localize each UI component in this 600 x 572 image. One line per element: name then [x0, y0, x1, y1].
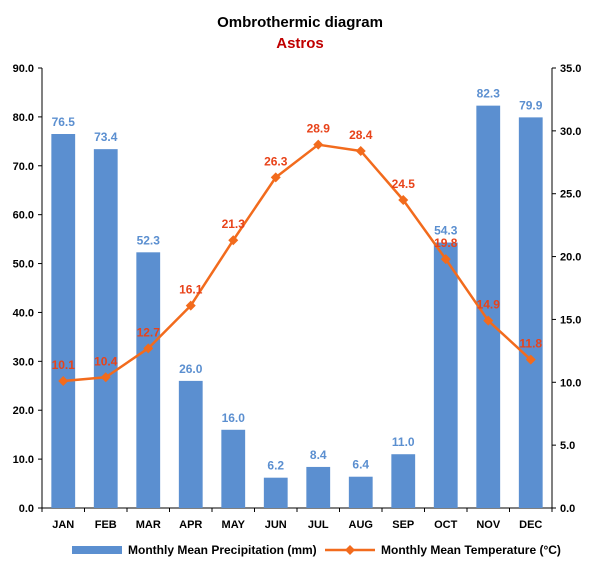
- precipitation-data-label: 82.3: [477, 87, 501, 101]
- precipitation-data-label: 54.3: [434, 224, 458, 238]
- temperature-point: [355, 145, 366, 156]
- precipitation-bar: [433, 242, 458, 509]
- left-tick-label: 10.0: [13, 454, 34, 466]
- legend-precipitation-swatch: [72, 546, 122, 554]
- precipitation-bar: [178, 380, 203, 508]
- precipitation-bar: [221, 429, 246, 508]
- precipitation-data-label: 11.0: [392, 435, 415, 449]
- precipitation-bars: [51, 105, 543, 509]
- temperature-data-label: 10.1: [52, 358, 76, 372]
- temperature-point: [100, 372, 111, 383]
- x-tick-label: JAN: [52, 519, 74, 531]
- temperature-point: [228, 235, 239, 246]
- x-tick-label: NOV: [476, 519, 501, 531]
- precipitation-bar: [306, 466, 331, 508]
- temperature-point: [58, 376, 69, 387]
- precipitation-data-label: 8.4: [310, 448, 327, 462]
- precipitation-data-label: 26.0: [179, 362, 203, 376]
- left-tick-label: 70.0: [13, 161, 34, 173]
- temperature-point: [525, 354, 536, 365]
- legend-temperature-label: Monthly Mean Temperature (°C): [381, 543, 561, 557]
- left-tick-label: 90.0: [13, 63, 34, 75]
- right-tick-label: 30.0: [560, 126, 581, 138]
- left-tick-label: 50.0: [13, 259, 34, 271]
- precipitation-data-label: 73.4: [94, 130, 118, 144]
- precipitation-bar: [476, 105, 501, 509]
- precipitation-bar: [93, 149, 118, 508]
- left-tick-label: 30.0: [13, 356, 34, 368]
- temperature-point: [313, 139, 324, 150]
- x-tick-label: JUL: [308, 519, 329, 531]
- temperature-series-line: [63, 143, 532, 383]
- left-tick-label: 0.0: [19, 503, 34, 515]
- right-tick-label: 5.0: [560, 440, 575, 452]
- x-tick-label: DEC: [519, 519, 542, 531]
- left-tick-label: 60.0: [13, 210, 34, 222]
- temperature-data-label: 11.8: [519, 337, 542, 351]
- temperature-data-label: 10.4: [94, 354, 118, 368]
- chart-title: Ombrothermic diagram: [217, 14, 383, 31]
- temperature-line: [58, 139, 536, 387]
- precipitation-data-label: 79.9: [519, 98, 543, 112]
- x-tick-label: FEB: [95, 519, 117, 531]
- precipitation-data-label: 6.2: [267, 459, 284, 473]
- precipitation-bar: [348, 476, 373, 508]
- temperature-data-label: 28.9: [307, 122, 331, 136]
- data-labels: 76.5 73.4 52.3 26.0 16.0 6.2 8.4 6.4 11.0 54.3 82.…: [52, 87, 543, 473]
- right-tick-label: 20.0: [560, 252, 581, 264]
- precipitation-bar: [263, 477, 288, 508]
- x-tick-label: APR: [179, 519, 202, 531]
- temperature-point: [398, 195, 409, 205]
- precipitation-bar: [518, 117, 543, 508]
- temperature-data-label: 19.8: [434, 236, 458, 250]
- left-tick-label: 20.0: [13, 405, 34, 417]
- temperature-point: [440, 254, 451, 265]
- temperature-data-label: 12.7: [137, 325, 161, 339]
- x-tick-label: SEP: [392, 519, 414, 531]
- right-tick-label: 35.0: [560, 63, 581, 75]
- x-tick-label: MAY: [222, 519, 246, 531]
- right-tick-label: 0.0: [560, 503, 575, 515]
- precipitation-data-label: 16.0: [222, 411, 246, 425]
- temperature-data-label: 16.1: [179, 283, 203, 297]
- left-tick-label: 40.0: [13, 307, 34, 319]
- temperature-point: [483, 315, 494, 326]
- temperature-data-label: 28.4: [349, 128, 373, 142]
- precipitation-bar: [391, 454, 416, 508]
- temperature-data-label: 26.3: [264, 154, 288, 168]
- axes: 0.0 10.0 20.0 30.0 40.0 50.0 60.0 70.0 80.0 90.0 0…: [13, 63, 582, 531]
- legend: Monthly Mean Precipitation (mm) Monthly …: [72, 543, 561, 557]
- temperature-point: [270, 172, 281, 183]
- temperature-point: [185, 300, 196, 311]
- temperature-data-label: 14.9: [477, 298, 501, 312]
- legend-temperature-marker: [345, 545, 355, 555]
- temperature-data-label: 21.3: [222, 217, 246, 231]
- legend-precipitation-label: Monthly Mean Precipitation (mm): [128, 543, 317, 557]
- left-tick-label: 80.0: [13, 112, 34, 124]
- x-tick-label: OCT: [434, 519, 458, 531]
- precipitation-bar: [51, 134, 76, 508]
- precipitation-bar: [136, 252, 161, 508]
- chart-subtitle: Astros: [276, 35, 324, 52]
- temperature-point: [143, 343, 154, 354]
- precipitation-data-label: 76.5: [52, 115, 76, 129]
- x-tick-label: MAR: [136, 519, 161, 531]
- right-tick-label: 25.0: [560, 189, 581, 201]
- precipitation-data-label: 6.4: [352, 458, 369, 472]
- x-tick-label: AUG: [349, 519, 373, 531]
- right-tick-label: 10.0: [560, 377, 581, 389]
- x-tick-label: JUN: [265, 519, 287, 531]
- right-tick-label: 15.0: [560, 314, 581, 326]
- precipitation-data-label: 52.3: [137, 233, 161, 247]
- temperature-data-label: 24.5: [392, 177, 416, 191]
